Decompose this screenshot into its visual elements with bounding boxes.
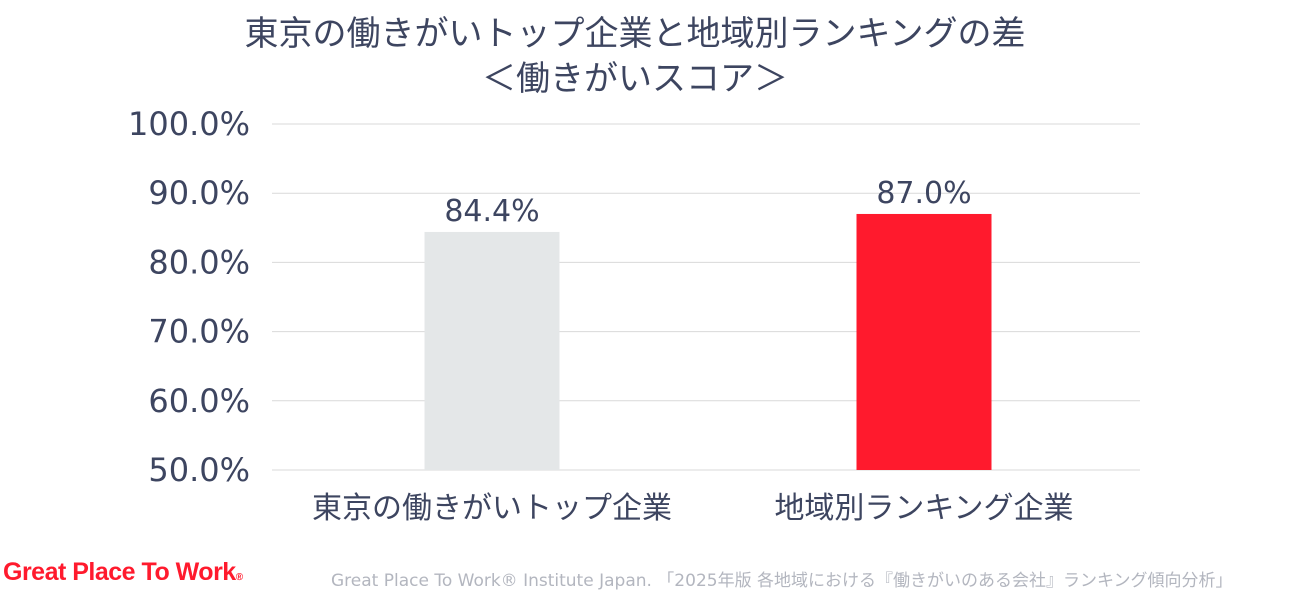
source-note: Great Place To Work® Institute Japan. 「2…	[331, 571, 1233, 591]
chart-title-line2: ＜働きがいスコア＞	[482, 59, 788, 99]
bar	[424, 231, 560, 470]
gridlines	[272, 123, 1140, 471]
data-label: 84.4%	[444, 194, 539, 229]
y-axis-ticks: 50.0% 60.0% 70.0% 80.0% 90.0% 100.0%	[128, 105, 250, 489]
bar	[856, 213, 992, 470]
brand-logo: Great Place To Work®	[3, 558, 243, 586]
y-tick-label: 100.0%	[128, 105, 250, 143]
y-tick-label: 50.0%	[148, 451, 250, 489]
y-tick-label: 90.0%	[148, 174, 250, 212]
x-category-label: 地域別ランキング企業	[774, 491, 1073, 526]
chart-title-line1: 東京の働きがいトップ企業と地域別ランキングの差	[244, 14, 1026, 54]
x-category-label: 東京の働きがいトップ企業	[312, 491, 672, 526]
y-tick-label: 60.0%	[148, 382, 250, 420]
bars	[424, 213, 992, 470]
data-labels: 84.4% 87.0%	[444, 176, 971, 229]
x-axis-categories: 東京の働きがいトップ企業 地域別ランキング企業	[312, 491, 1074, 526]
y-tick-label: 80.0%	[148, 243, 250, 281]
chart-title: 東京の働きがいトップ企業と地域別ランキングの差 ＜働きがいスコア＞	[0, 12, 1270, 102]
y-tick-label: 70.0%	[148, 313, 250, 351]
bar-chart: 50.0% 60.0% 70.0% 80.0% 90.0% 100.0% 84.4% 87.…	[128, 105, 1140, 526]
data-label: 87.0%	[876, 176, 971, 211]
